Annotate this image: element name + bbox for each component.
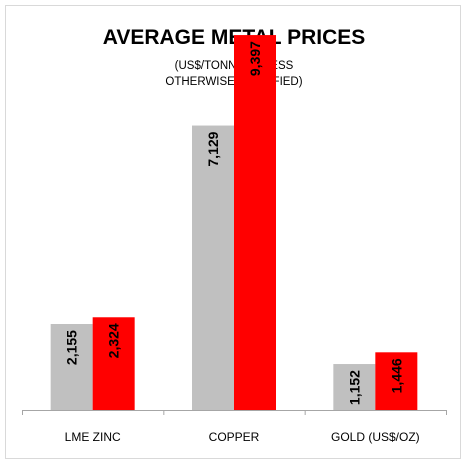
bar-value-label: 1,152 <box>346 370 362 405</box>
bar-value-label: 2,155 <box>64 330 80 365</box>
bar-value-label: 9,397 <box>247 41 263 76</box>
bar-grey-0 <box>50 324 93 410</box>
x-tick-label: GOLD (US$/OZ) <box>331 430 420 444</box>
x-tick-label: COPPER <box>209 430 260 444</box>
bar-grey-1 <box>192 125 234 410</box>
bar-red-1 <box>234 35 276 411</box>
bar-red-0 <box>92 317 135 410</box>
bar-grey-2 <box>333 364 376 410</box>
x-tick-label: LME ZINC <box>65 430 121 444</box>
bar-value-label: 2,324 <box>106 323 122 358</box>
bar-red-2 <box>375 352 418 410</box>
bar-value-label: 1,446 <box>388 358 404 393</box>
bar-value-label: 7,129 <box>205 131 221 166</box>
